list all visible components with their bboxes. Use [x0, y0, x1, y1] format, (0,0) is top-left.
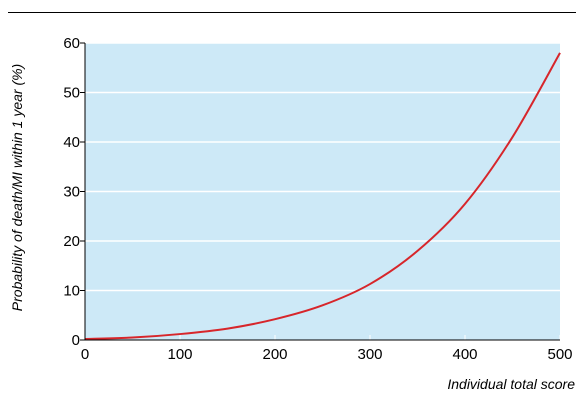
top-rule	[8, 12, 576, 13]
x-tick-label: 200	[262, 346, 287, 363]
y-tick-label: 20	[63, 233, 80, 250]
y-tick-label: 50	[63, 85, 80, 102]
x-tick-label: 400	[452, 346, 477, 363]
x-tick-label: 100	[167, 346, 192, 363]
y-tick-label: 60	[63, 35, 80, 52]
y-tick-label: 0	[72, 332, 80, 349]
y-tick-labels: 0 10 20 30 40 50 60	[63, 35, 80, 349]
y-axis-title: Probability of death/MI within 1 year (%…	[9, 64, 25, 311]
y-tick-label: 30	[63, 184, 80, 201]
x-tick-label: 0	[81, 346, 89, 363]
x-axis-title: Individual total score	[447, 376, 575, 392]
grid-lines	[85, 42, 560, 292]
series-line	[84, 52, 561, 341]
y-tick-label: 10	[63, 283, 80, 300]
x-tick-label: 500	[547, 346, 572, 363]
x-tick-labels: 0 100 200 300 400 500	[81, 346, 573, 363]
axes	[84, 43, 560, 341]
x-tick-label: 300	[357, 346, 382, 363]
y-tick-label: 40	[63, 134, 80, 151]
